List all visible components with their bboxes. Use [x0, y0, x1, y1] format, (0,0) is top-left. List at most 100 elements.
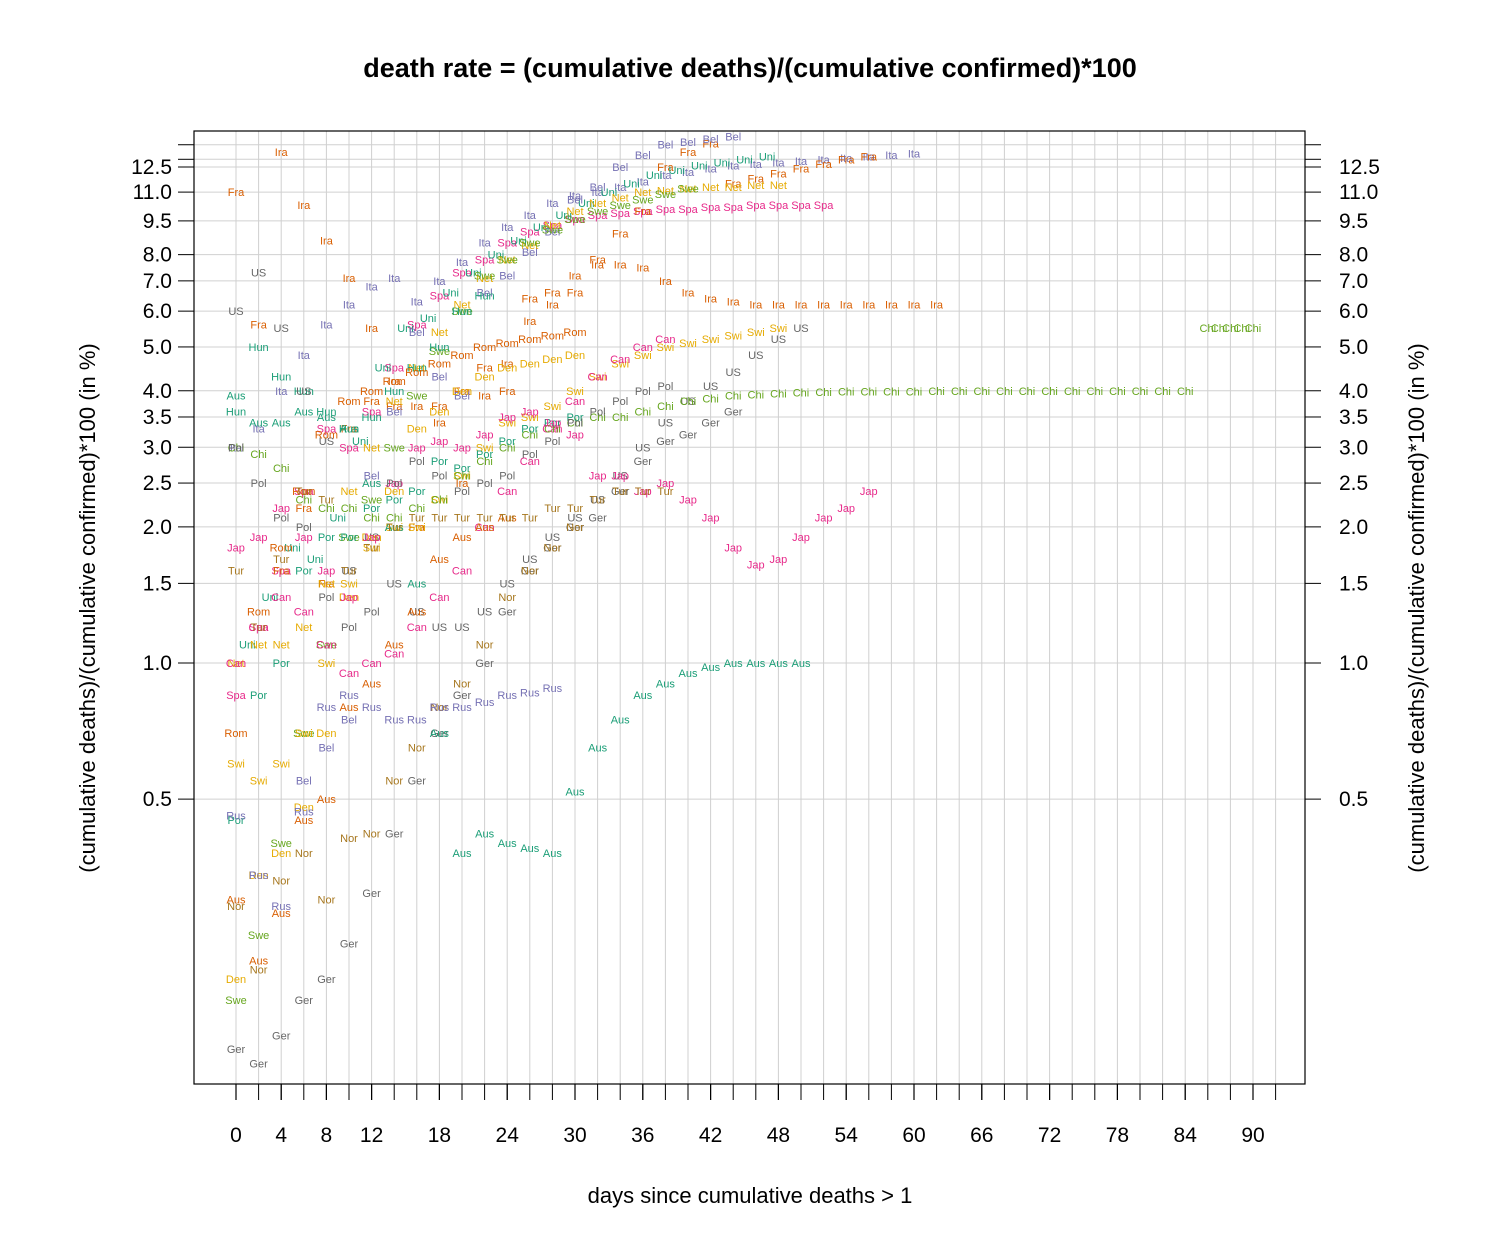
- data-point-label: Swi: [227, 758, 245, 770]
- data-point-label: Pol: [590, 406, 606, 418]
- data-point-label: Swi: [272, 758, 290, 770]
- data-point-label: Bel: [454, 391, 470, 403]
- data-point-label: Jap: [476, 430, 494, 442]
- y-tick-label-right: 2.5: [1339, 472, 1368, 495]
- data-point-label: Ira: [885, 300, 899, 312]
- data-point-label: Ita: [230, 442, 243, 454]
- data-point-label: Net: [657, 185, 674, 197]
- data-point-label: Jap: [770, 554, 788, 566]
- y-tick-label-left: 3.0: [143, 436, 172, 459]
- y-tick-label-right: 1.0: [1339, 652, 1368, 675]
- data-point-label: Spa: [791, 200, 811, 212]
- data-point-label: Net: [250, 639, 267, 651]
- data-point-label: Aus: [407, 578, 426, 590]
- data-point-label: Den: [520, 358, 540, 370]
- data-point-label: Ita: [275, 386, 288, 398]
- data-point-label: Spa: [475, 255, 495, 267]
- data-point-label: Swi: [589, 372, 607, 384]
- data-point-label: Pol: [364, 606, 380, 618]
- data-point-label: Can: [610, 354, 630, 366]
- data-point-label: Ira: [862, 300, 876, 312]
- x-tick-label: 48: [767, 1124, 790, 1147]
- data-point-label: Aus: [543, 848, 562, 860]
- data-point-label: Ira: [501, 358, 515, 370]
- data-point-label: Pol: [431, 470, 447, 482]
- data-point-label: Aus: [498, 838, 517, 850]
- data-point-label: Rus: [430, 702, 450, 714]
- data-point-label: Aus: [498, 512, 517, 524]
- data-point-label: Chi: [861, 387, 878, 399]
- y-axis-left: 0.5 1.0 1.5 2.0 2.5 3.0 3.5 4.0 5.0 6.0 7.0 8.0 9.5 1…: [131, 144, 194, 811]
- data-point-label: Swe: [564, 214, 585, 226]
- data-point-label: Nor: [544, 543, 562, 555]
- data-point-label: Tur: [386, 522, 402, 534]
- data-point-label: Uni: [465, 268, 482, 280]
- data-point-label: Rus: [452, 702, 472, 714]
- data-point-label: Jap: [250, 532, 268, 544]
- data-point-label: Chi: [612, 412, 629, 424]
- data-point-label: Jap: [611, 470, 629, 482]
- data-point-label: US: [793, 323, 808, 335]
- data-point-label: Can: [520, 456, 540, 468]
- data-point-label: Chi: [1222, 323, 1239, 335]
- data-point-label: Swi: [408, 522, 426, 534]
- data-point-label: Jap: [453, 442, 471, 454]
- data-point-label: Chi: [702, 393, 719, 405]
- data-point-label: US: [477, 606, 492, 618]
- data-point-label: Pol: [499, 470, 515, 482]
- data-point-label: Swe: [632, 194, 653, 206]
- data-point-label: Ger: [724, 406, 743, 418]
- data-point-label: Ita: [546, 198, 559, 210]
- y-tick-label-right: 1.5: [1339, 572, 1368, 595]
- data-point-label: Rom: [450, 350, 473, 362]
- data-point-label: Ita: [388, 273, 401, 285]
- y-tick-label-right: 8.0: [1339, 244, 1368, 267]
- data-point-label: Chi: [974, 386, 991, 398]
- data-point-label: Chi: [748, 390, 765, 402]
- data-point-label: Pol: [454, 486, 470, 498]
- data-point-label: Bel: [567, 194, 583, 206]
- data-point-label: Den: [226, 974, 246, 986]
- data-point-label: Bel: [657, 140, 673, 152]
- data-point-label: Chi: [228, 442, 245, 454]
- data-point-label: Aus: [588, 743, 607, 755]
- data-point-label: Swe: [316, 639, 337, 651]
- data-point-label: Bel: [318, 743, 334, 755]
- data-point-label: Jap: [747, 560, 765, 572]
- data-point-label: Den: [497, 363, 517, 375]
- data-point-label: Aus: [317, 794, 336, 806]
- data-point-label: Bel: [499, 270, 515, 282]
- data-point-label: Rus: [317, 702, 337, 714]
- data-point-label: Bel: [590, 182, 606, 194]
- data-point-label: Aus: [792, 658, 811, 670]
- data-point-label: Ira: [908, 300, 922, 312]
- data-point-label: Bel: [612, 162, 628, 174]
- data-point-label: Ita: [365, 282, 378, 294]
- data-point-label: Net: [318, 578, 335, 590]
- data-point-label: Ger: [701, 418, 720, 430]
- y-tick-label-left: 2.0: [143, 516, 172, 539]
- y-axis-label-right: (cumulative deaths)/(cumulative confirme…: [1404, 343, 1429, 872]
- data-point-label: Bel: [364, 470, 380, 482]
- y-axis-right: 0.5 1.0 1.5 2.0 2.5 3.0 3.5 4.0 5.0 6.0 7.0 8.0 9.5 1…: [1305, 144, 1380, 811]
- data-point-label: Bel: [725, 132, 741, 144]
- data-point-label: Ira: [772, 300, 786, 312]
- data-point-label: Chi: [838, 387, 855, 399]
- data-point-label: Pol: [273, 512, 289, 524]
- data-point-label: Ita: [817, 154, 830, 166]
- data-point-label: Ira: [569, 270, 583, 282]
- data-point-label: Den: [542, 354, 562, 366]
- data-point-label: Den: [565, 350, 585, 362]
- y-tick-label-right: 12.5: [1339, 156, 1380, 179]
- data-point-label: Ira: [388, 376, 402, 388]
- data-point-label: Fra: [544, 287, 561, 299]
- data-point-label: Por: [408, 486, 425, 498]
- data-point-label: Chi: [1019, 386, 1036, 398]
- data-point-label: Chi: [409, 503, 426, 515]
- data-point-label: Can: [226, 658, 246, 670]
- data-point-label: Uni: [691, 160, 708, 172]
- data-point-label: Ita: [320, 320, 333, 332]
- data-point-label: Swe: [655, 189, 676, 201]
- data-point-label: Nor: [385, 775, 403, 787]
- data-point-label: Pol: [477, 478, 493, 490]
